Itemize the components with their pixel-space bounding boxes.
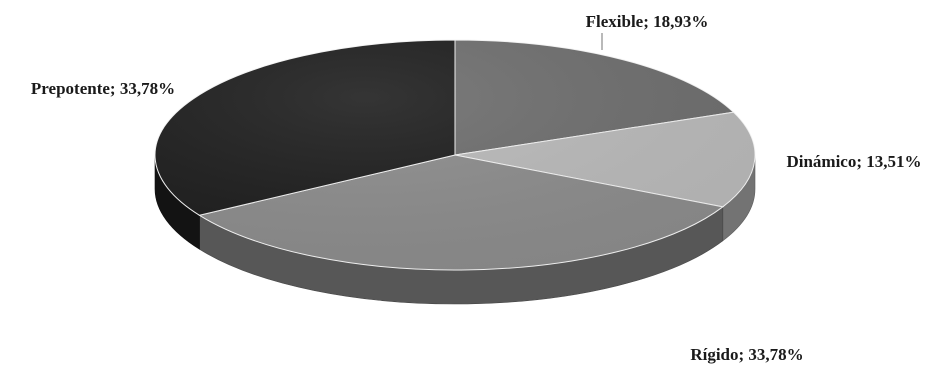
- pie-top: [154, 39, 756, 271]
- slice-label-dinamico: Dinámico; 13,51%: [786, 152, 921, 171]
- slice-label-prepotente: Prepotente; 33,78%: [31, 79, 175, 98]
- slice-label-rigido: Rígido; 33,78%: [690, 345, 803, 364]
- slice-label-flexible: Flexible; 18,93%: [586, 12, 709, 31]
- pie-highlight: [155, 40, 755, 270]
- slice-labels: Flexible; 18,93% Dinámico; 13,51% Rígido…: [31, 12, 922, 364]
